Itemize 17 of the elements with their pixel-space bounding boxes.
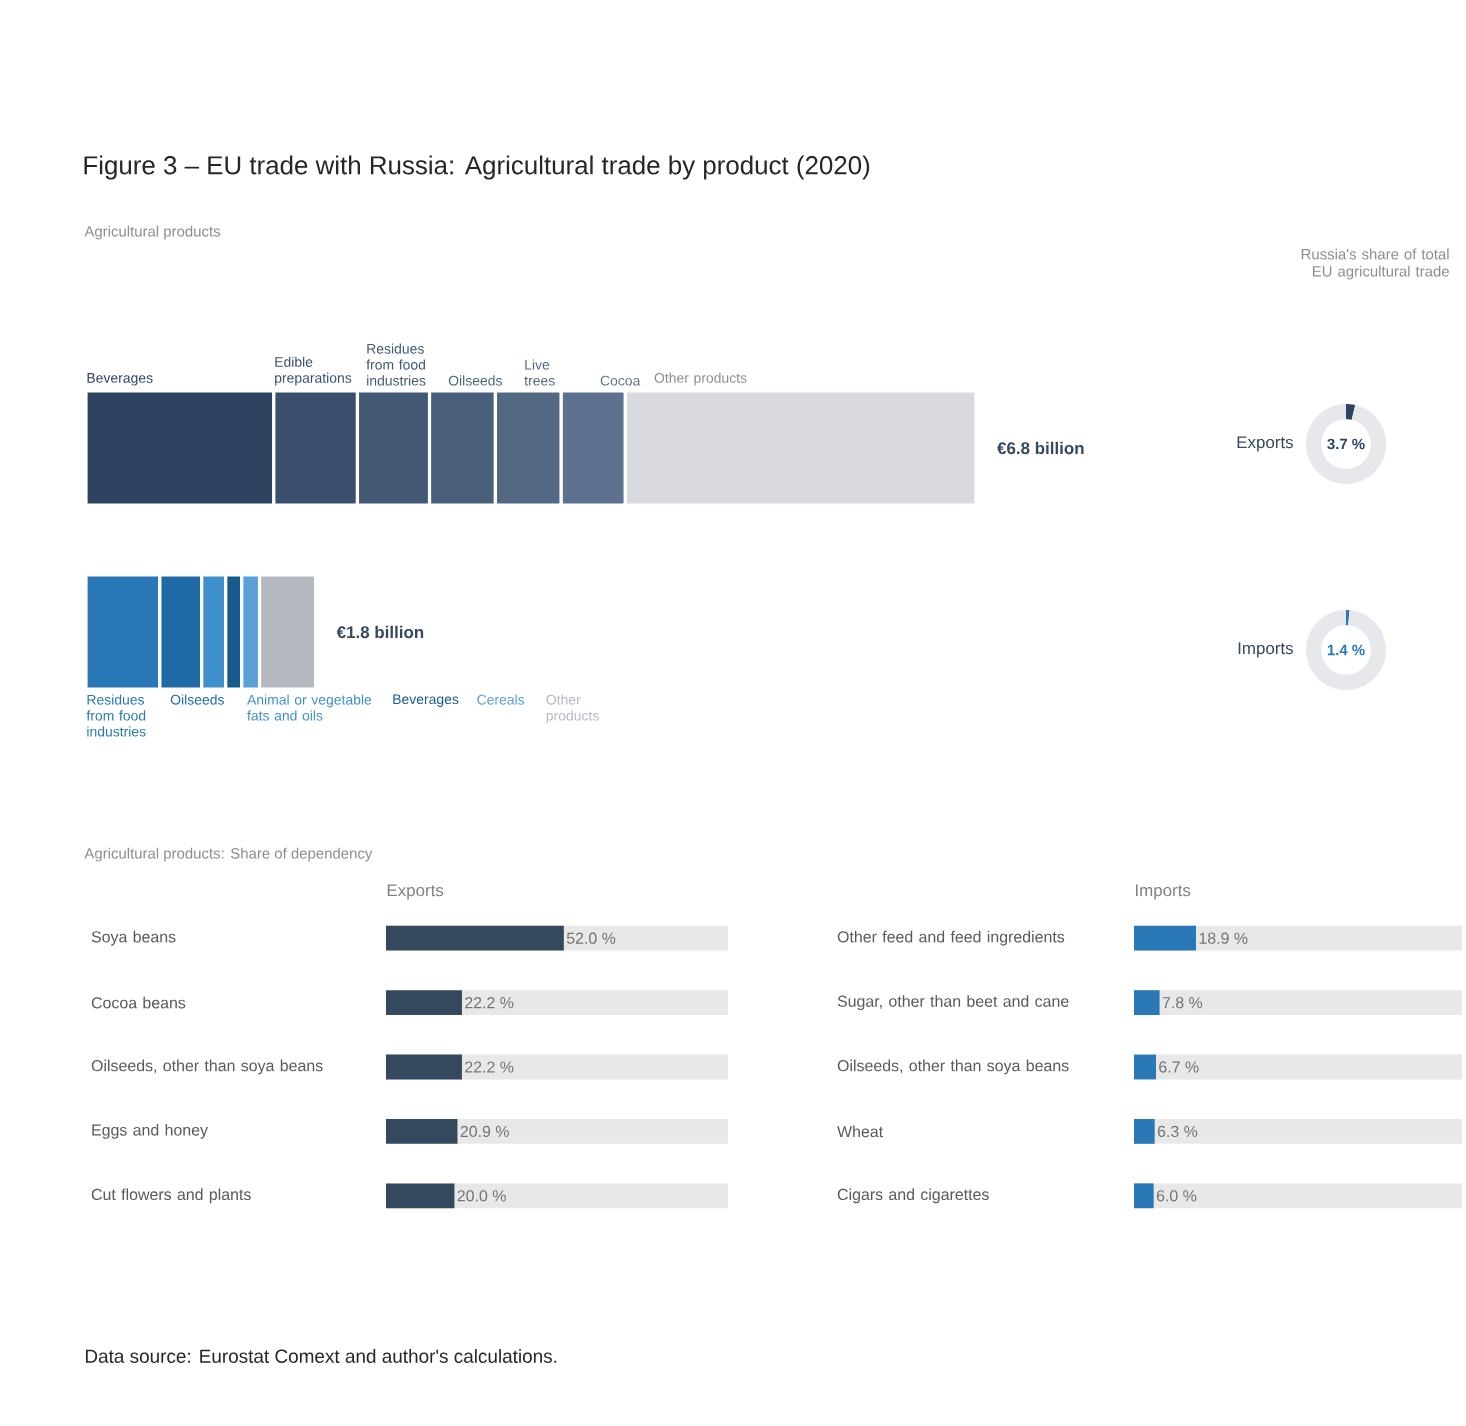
chart-subtitle: Exports <box>387 884 444 900</box>
chart-subtitle: Imports <box>1135 884 1191 900</box>
annotation: €1.8 billion <box>336 625 424 639</box>
bar <box>386 990 462 1016</box>
bar <box>386 1119 458 1144</box>
chart-title: Figure 3 – EU trade with Russia: Agricultural trade by product (2020) <box>84 155 870 180</box>
bar <box>1134 1119 1155 1144</box>
bar <box>386 1054 462 1080</box>
bar <box>1134 1054 1156 1080</box>
text: €6.8 billion <box>997 441 1084 455</box>
source-note: Data source: Eurostat Comext and author's calculations. <box>85 1349 557 1363</box>
text: Exports <box>1237 436 1293 452</box>
text: Imports <box>1238 642 1293 658</box>
bar <box>1134 1183 1154 1209</box>
bar <box>1134 925 1197 951</box>
bar <box>1134 990 1160 1016</box>
bar <box>386 1183 455 1209</box>
